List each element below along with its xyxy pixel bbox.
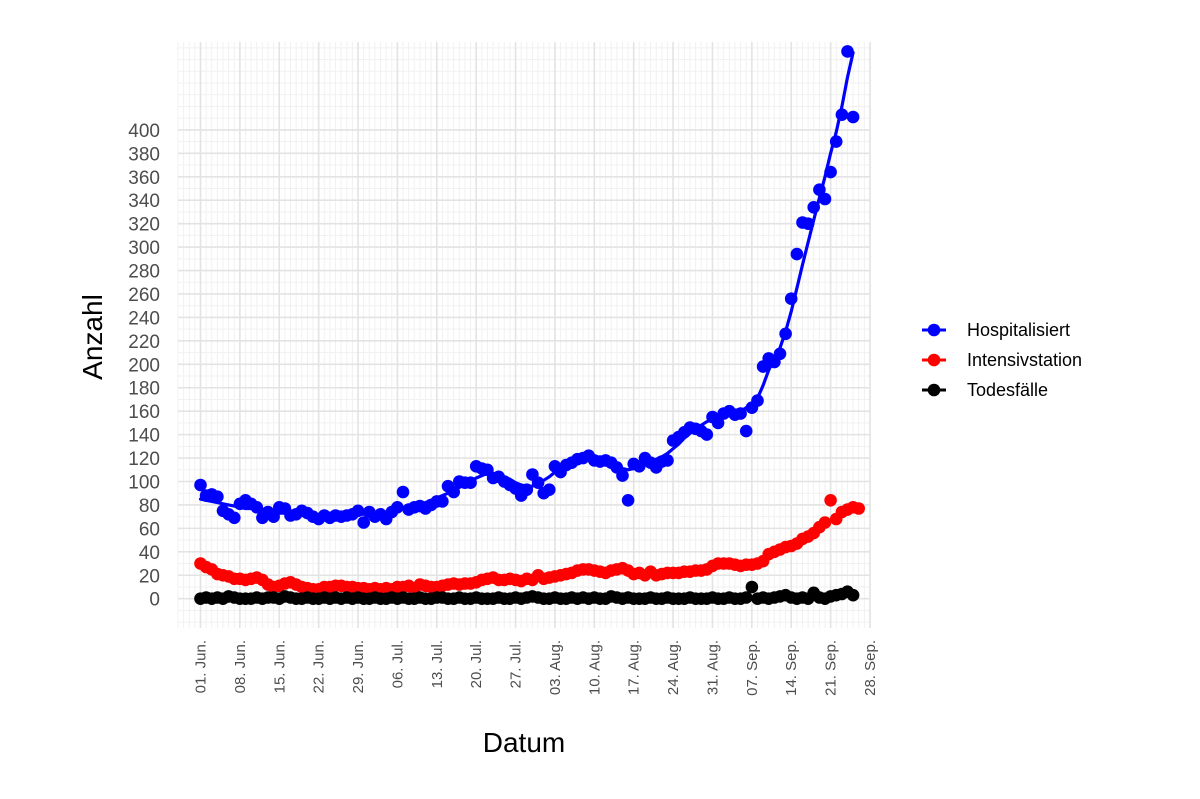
data-point: [846, 110, 860, 124]
x-tick-label: 28. Sep.: [862, 640, 879, 696]
y-tick-label: 220: [128, 332, 160, 353]
x-tick-label: 06. Jul.: [389, 640, 406, 688]
data-point: [711, 416, 725, 430]
data-point: [661, 454, 674, 467]
data-point: [194, 478, 207, 492]
y-tick-label: 340: [128, 191, 160, 212]
data-point: [351, 504, 365, 518]
x-tick-label: 29. Jun.: [350, 640, 367, 693]
x-tick-label: 07. Sep.: [744, 640, 761, 696]
x-tick-label: 24. Aug.: [665, 640, 682, 695]
y-tick-label: 260: [128, 285, 160, 306]
data-point: [807, 201, 820, 214]
x-tick-label: 31. Aug.: [704, 640, 721, 695]
data-point: [790, 247, 804, 261]
y-tick-label: 380: [128, 144, 160, 165]
y-tick-label: 20: [139, 566, 160, 587]
data-point: [436, 495, 449, 508]
data-point: [835, 108, 849, 121]
legend-key-point: [927, 323, 941, 337]
y-tick-label: 180: [128, 379, 160, 400]
x-tick-label: 13. Jul.: [429, 640, 446, 688]
x-tick-label: 03. Aug.: [547, 640, 564, 695]
data-point: [739, 424, 753, 438]
y-tick-label: 40: [139, 543, 160, 564]
x-axis-title: Datum: [483, 727, 565, 758]
data-point: [779, 327, 792, 341]
data-point: [813, 183, 826, 196]
data-point: [250, 501, 264, 514]
y-tick-label: 0: [149, 590, 160, 611]
legend: Hospitalisiert Intensivstation Todesfälle: [922, 320, 1082, 400]
legend-key-point: [927, 353, 941, 367]
y-tick-label: 240: [128, 308, 160, 329]
data-point: [616, 469, 629, 482]
data-point: [700, 428, 714, 441]
data-point: [211, 490, 224, 504]
x-tick-label: 27. Jul.: [508, 640, 525, 688]
y-tick-label: 200: [128, 355, 160, 376]
data-point: [734, 407, 747, 420]
data-point: [464, 476, 477, 490]
data-point: [520, 483, 534, 497]
x-axis-ticks: 01. Jun. 08. Jun. 15. Jun. 22. Jun. 29. Jun.…: [193, 640, 879, 696]
x-tick-label: 10. Aug.: [586, 640, 603, 695]
y-tick-label: 160: [128, 402, 160, 423]
x-tick-label: 15. Jun.: [271, 640, 288, 693]
legend-label: Todesfälle: [967, 380, 1048, 400]
data-point: [818, 516, 832, 529]
data-point: [543, 483, 556, 497]
data-point: [357, 516, 371, 529]
data-point: [824, 165, 837, 179]
data-point: [621, 494, 635, 507]
data-point: [751, 394, 764, 407]
data-point: [267, 510, 280, 523]
data-point: [829, 135, 843, 148]
y-tick-label: 400: [128, 121, 160, 142]
y-axis-title: Anzahl: [77, 294, 108, 380]
x-tick-label: 01. Jun.: [193, 640, 210, 693]
y-tick-label: 300: [128, 238, 160, 259]
y-tick-label: 280: [128, 262, 160, 283]
y-tick-label: 80: [139, 496, 160, 517]
x-tick-label: 17. Aug.: [626, 640, 643, 695]
x-tick-label: 08. Jun.: [232, 640, 249, 693]
data-point: [824, 494, 837, 507]
data-point: [739, 591, 753, 604]
data-point: [784, 292, 798, 306]
y-tick-label: 140: [128, 426, 160, 447]
data-point: [846, 588, 860, 602]
y-tick-label: 320: [128, 215, 160, 236]
data-point: [228, 511, 241, 525]
x-tick-label: 14. Sep.: [783, 640, 800, 696]
data-point: [773, 347, 787, 361]
data-point: [391, 501, 404, 514]
data-point: [852, 502, 865, 515]
data-point: [801, 217, 815, 230]
data-point: [745, 580, 759, 594]
data-point: [531, 476, 545, 490]
legend-label: Intensivstation: [967, 350, 1082, 370]
data-point: [396, 485, 410, 499]
data-point: [447, 485, 461, 499]
x-tick-label: 21. Sep.: [823, 640, 840, 696]
y-tick-label: 100: [128, 473, 160, 494]
y-tick-label: 120: [128, 449, 160, 470]
data-point: [818, 192, 832, 206]
x-tick-label: 22. Jun.: [311, 640, 328, 693]
y-tick-label: 60: [139, 519, 160, 540]
y-tick-label: 360: [128, 168, 160, 189]
data-point: [841, 45, 854, 58]
x-tick-label: 20. Jul.: [468, 640, 485, 688]
data-points: [194, 45, 865, 605]
legend-key-point: [927, 383, 941, 397]
legend-label: Hospitalisiert: [967, 320, 1070, 340]
